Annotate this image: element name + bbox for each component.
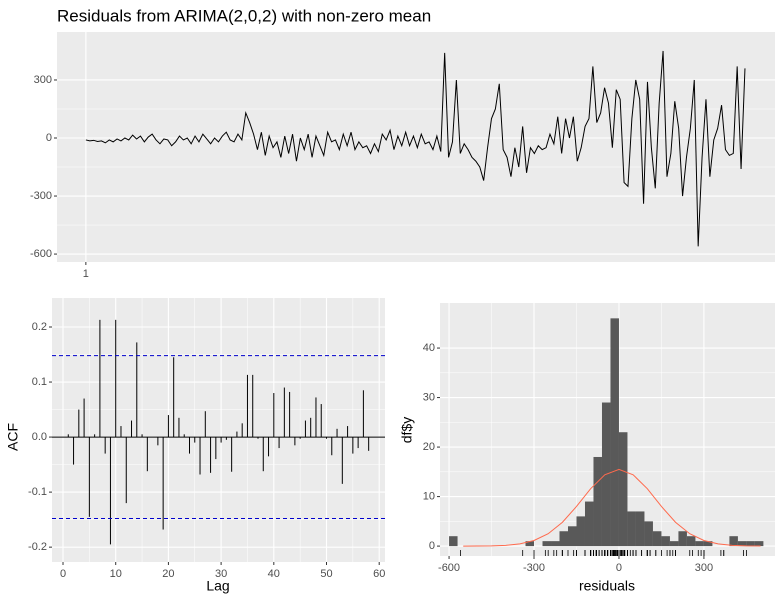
histogram-bar — [686, 536, 696, 547]
histogram-bar — [652, 531, 662, 547]
x-tick-label: 30 — [215, 568, 227, 580]
y-tick-label: 0.2 — [32, 321, 47, 333]
x-tick-label: 0 — [60, 568, 66, 580]
y-tick-label: 0 — [429, 540, 435, 552]
histogram-bar — [593, 456, 602, 547]
histogram-bar — [551, 541, 560, 547]
histogram-bar — [635, 511, 645, 547]
y-tick-label: -0.2 — [28, 541, 47, 553]
x-tick-label: 0 — [616, 562, 622, 574]
y-tick-label: 20 — [423, 441, 435, 453]
histogram-bar — [644, 521, 653, 547]
x-axis-label: Lag — [206, 578, 229, 594]
panel-background — [52, 298, 385, 562]
y-tick-label: 0.1 — [32, 376, 47, 388]
histogram-bar — [627, 511, 636, 547]
histogram-bar — [449, 536, 458, 547]
residual-line — [85, 50, 746, 247]
histogram-bar — [729, 536, 738, 547]
histogram-bar — [576, 516, 585, 547]
y-axis-label: df$y — [399, 417, 415, 443]
y-tick-label: 0.0 — [32, 431, 47, 443]
histogram-bar — [559, 531, 568, 547]
x-tick-label: 60 — [373, 568, 385, 580]
histogram-bar — [695, 541, 704, 547]
y-tick-label: -300 — [30, 190, 52, 202]
x-axis-label: residuals — [579, 578, 635, 594]
histogram-bar — [525, 541, 535, 547]
y-tick-label: 300 — [34, 74, 52, 86]
y-tick-label: 30 — [423, 391, 435, 403]
x-tick-label: 20 — [162, 568, 174, 580]
histogram-bar — [542, 541, 552, 547]
histogram-bar — [618, 432, 628, 547]
density-curve — [463, 468, 761, 547]
histogram-bar — [661, 536, 670, 547]
x-tick-label: 10 — [110, 568, 122, 580]
y-axis-label: ACF — [5, 423, 21, 451]
histogram-bar — [754, 541, 764, 547]
y-tick-label: 10 — [423, 490, 435, 502]
histogram-bar — [703, 541, 713, 547]
histogram-bar — [584, 501, 594, 547]
histogram-bar — [567, 526, 577, 547]
x-tick-label: 50 — [320, 568, 332, 580]
x-tick-label: 300 — [695, 562, 713, 574]
y-tick-label: -600 — [30, 248, 52, 260]
histogram-bar — [669, 541, 679, 547]
y-tick-label: 0 — [46, 132, 52, 144]
chart-title: Residuals from ARIMA(2,0,2) with non-zer… — [57, 6, 431, 25]
x-tick-label: 40 — [268, 568, 280, 580]
panel-background — [57, 32, 775, 262]
histogram-bar — [678, 531, 687, 547]
histogram-bar — [610, 318, 619, 547]
x-tick-label: 1 — [83, 268, 89, 280]
histogram-bar — [746, 541, 755, 547]
histogram-bar — [737, 541, 747, 547]
y-tick-label: 40 — [423, 342, 435, 354]
y-tick-label: -0.1 — [28, 486, 47, 498]
x-tick-label: -600 — [438, 562, 460, 574]
x-tick-label: -300 — [523, 562, 545, 574]
